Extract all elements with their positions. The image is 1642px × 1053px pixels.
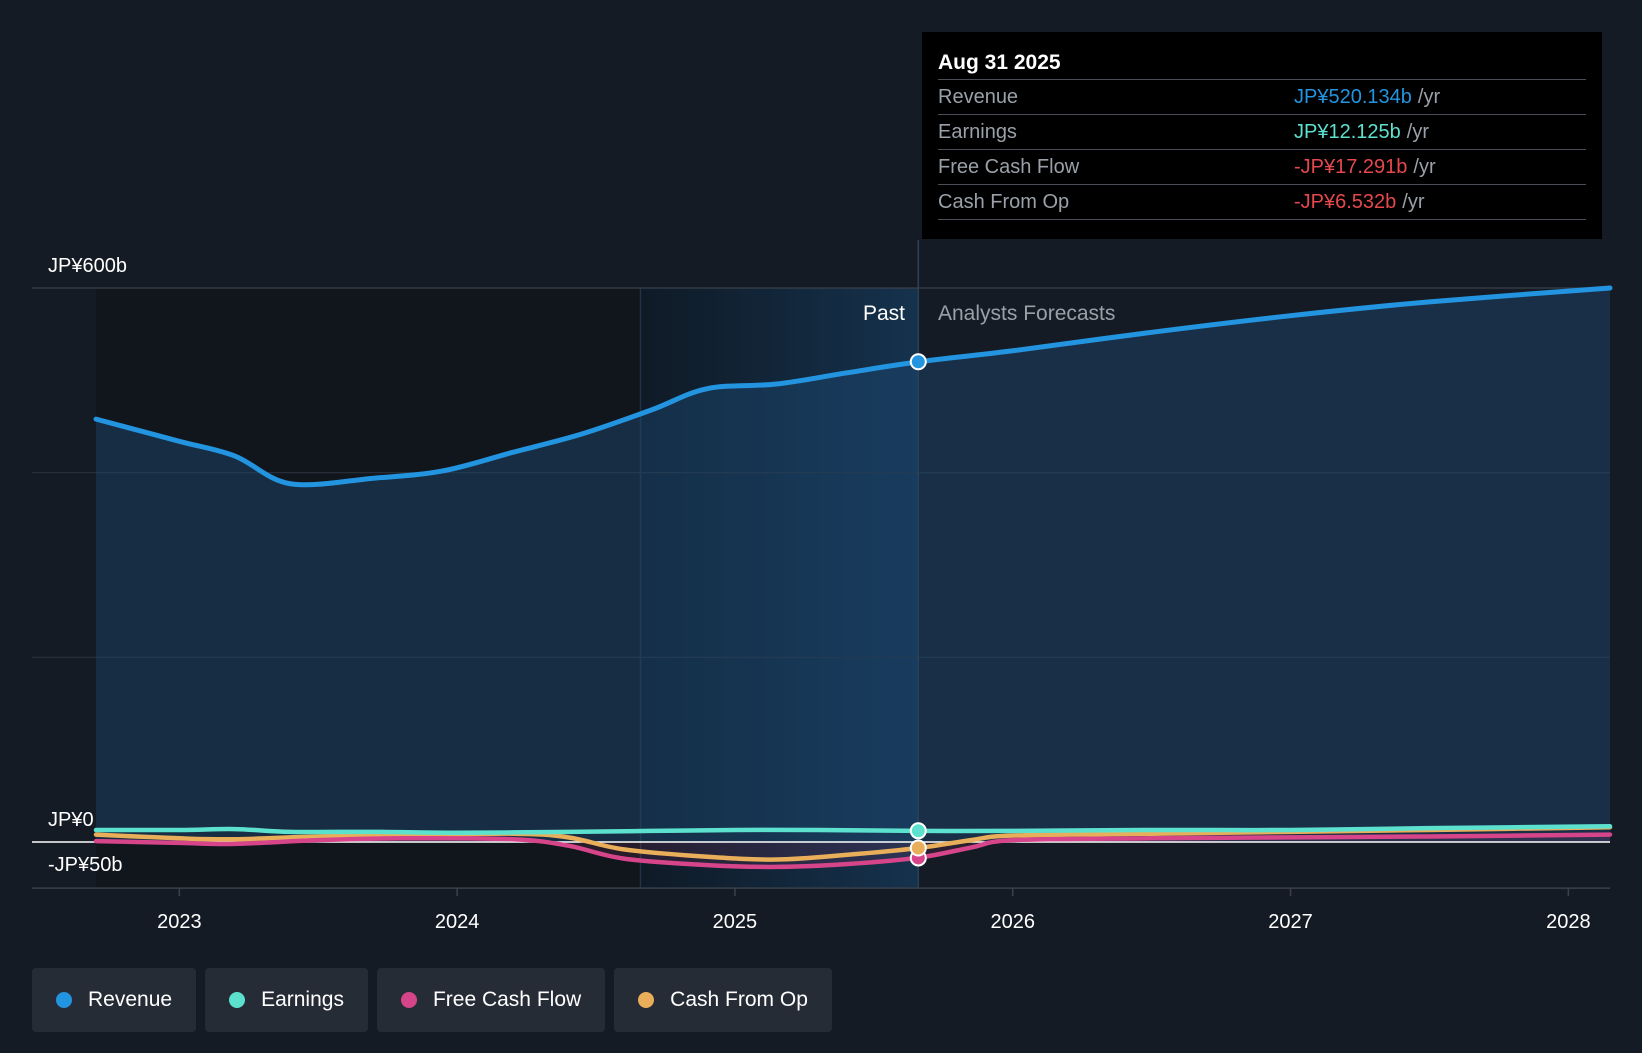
background-layer [96,288,919,889]
y-tick-label-0: JP¥0 [48,809,94,831]
legend-item-free-cash-flow[interactable]: Free Cash Flow [376,968,606,1032]
legend-item-revenue[interactable]: Revenue [32,968,197,1032]
free-cash-flow-area [96,834,1610,867]
tooltip-unit: /yr [1406,121,1429,143]
tooltip-unit: /yr [1413,156,1436,178]
grid-layer [32,287,1610,889]
legend-dot-icon [400,992,417,1008]
past-region [640,288,919,889]
legend-dot-icon [56,992,72,1008]
revenue-marker [909,353,927,371]
tooltip-label: Earnings [938,121,1017,143]
tooltip-value: -JP¥17.291b [1294,156,1408,178]
legend-label: Free Cash Flow [432,988,582,1011]
tooltip-date: Aug 31 2025 [938,48,1586,80]
tooltip-unit: /yr [1402,191,1425,213]
tooltip-label: Revenue [938,86,1019,108]
tooltip-row-free-cash-flow: Free Cash Flow -JP¥17.291b /yr [938,150,1586,185]
tooltip-value: JP¥520.134b [1294,86,1412,108]
x-tick-label: 2028 [1546,911,1591,933]
tooltip-value: JP¥12.125b [1294,121,1401,143]
tooltip-row-cash-from-op: Cash From Op -JP¥6.532b /yr [938,185,1586,220]
tooltip-row-earnings: Earnings JP¥12.125b /yr [938,115,1586,150]
legend-item-cash-from-op[interactable]: Cash From Op [614,968,832,1032]
x-tick-label: 2026 [990,911,1035,933]
tooltip-value: -JP¥6.532b [1294,191,1397,213]
legend-label: Revenue [88,988,173,1011]
free-cash-flow-line [93,832,1613,870]
x-tick-label: 2027 [1268,911,1313,933]
x-tick-label: 2024 [435,911,480,933]
x-tick-label: 2025 [713,911,758,933]
earnings-marker [909,822,927,840]
series-layer [32,240,1613,889]
revenue-area [96,288,1610,842]
label-layer: JP¥600b JP¥0 -JP¥50b Past Analysts Forec… [48,255,1115,876]
legend: Revenue Earnings Free Cash Flow Cash Fro… [32,968,832,1032]
legend-label: Cash From Op [670,988,808,1011]
tooltip-row-revenue: Revenue JP¥520.134b /yr [938,80,1586,115]
legend-label: Earnings [261,988,344,1011]
y-tick-label-neg50: -JP¥50b [48,854,123,876]
highlight-markers [909,353,927,867]
earnings-line [93,824,1613,836]
legend-dot-icon [229,992,246,1008]
cash-from-op-marker [909,839,927,857]
tooltip-unit: /yr [1417,86,1441,108]
x-tick-label: 2023 [157,911,202,933]
legend-dot-icon [638,992,655,1008]
tooltip-label: Free Cash Flow [938,156,1080,178]
y-tick-label-600: JP¥600b [48,255,127,277]
x-axis-ticks: 2023 2024 2025 2026 2027 2028 [157,888,1591,933]
tooltip: Aug 31 2025 Revenue JP¥520.134b /yr Earn… [922,32,1602,239]
tooltip-label: Cash From Op [938,191,1070,213]
history-region [96,288,641,889]
revenue-line [93,285,1613,488]
forecast-label: Analysts Forecasts [938,302,1115,325]
past-label: Past [863,302,905,325]
legend-item-earnings[interactable]: Earnings [205,968,368,1032]
